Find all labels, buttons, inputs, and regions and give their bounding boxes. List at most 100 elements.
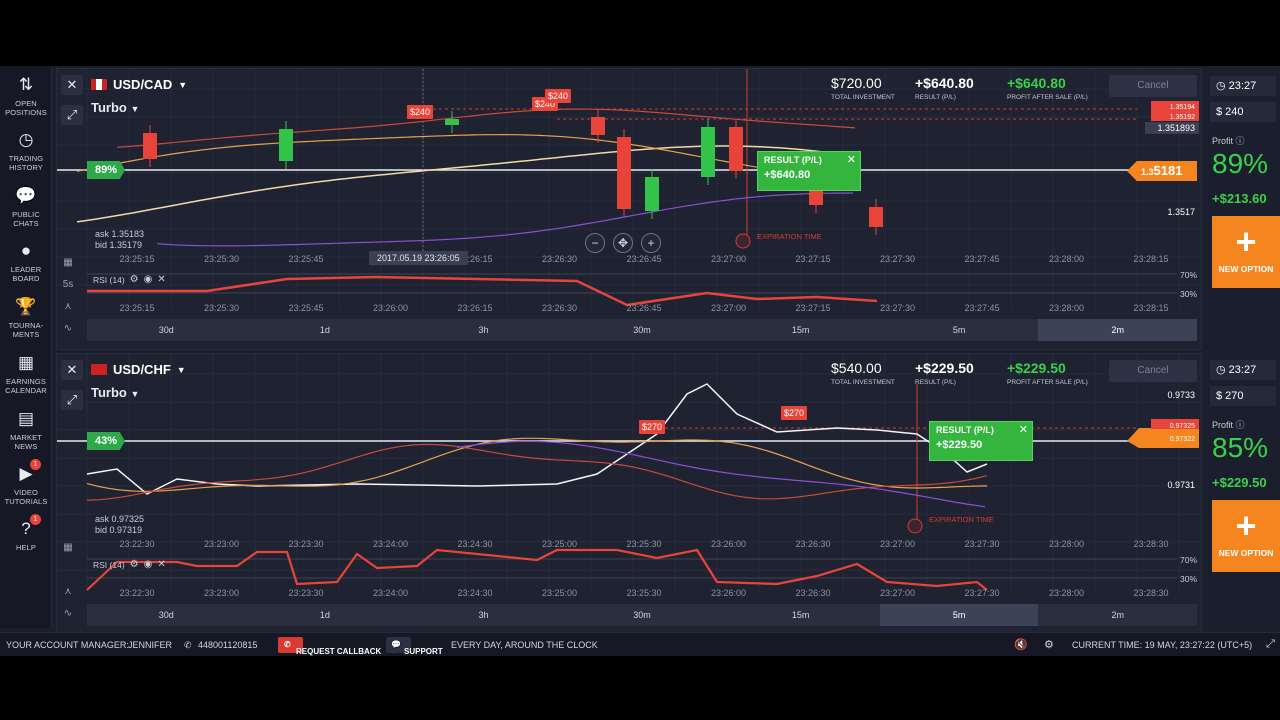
total-investment: $540.00 TOTAL INVESTMENT — [831, 360, 895, 386]
new-option-button[interactable]: + NEW OPTION — [1212, 216, 1280, 288]
timeframe-15m[interactable]: 15m — [791, 610, 810, 620]
zoom-out-button[interactable]: − — [585, 233, 605, 253]
timeframe-5m[interactable]: 5m — [952, 325, 966, 335]
chat-bubbles-icon: 💬 — [15, 186, 37, 205]
drawing-tools-icon[interactable]: ∿ — [63, 608, 73, 619]
drawing-tools-icon[interactable]: ∿ — [63, 323, 73, 334]
footer-bar: YOUR ACCOUNT MANAGER: JENNIFER ✆ 4480011… — [0, 632, 1280, 656]
gear-icon[interactable]: ⚙ — [129, 559, 139, 570]
zoom-in-button[interactable]: + — [641, 233, 661, 253]
notification-badge: 1 — [30, 459, 41, 470]
sidebar-item-trading-history[interactable]: ◷ TRADING HISTORY — [0, 129, 52, 172]
gear-icon[interactable]: ⚙ — [1044, 639, 1054, 651]
price-chart-usdchf[interactable]: $270 $270 0.9733 0.97325 0.97322 0.9731 EXPIRA… — [57, 354, 1202, 635]
time-tick-label: 23:22:30 — [119, 539, 154, 549]
expiry-time-selector[interactable]: ◷ 23:27 — [1210, 76, 1276, 96]
close-icon[interactable]: ✕ — [157, 274, 166, 285]
timeframe-1d[interactable]: 1d — [319, 610, 330, 620]
chart-type-icon[interactable]: ▦ — [63, 257, 73, 268]
investment-input[interactable]: $ 270 — [1210, 386, 1276, 406]
candle-body — [701, 127, 715, 177]
ask-bid-info: ask 1.35183 bid 1.35179 — [95, 229, 144, 251]
sidebar-item-label: VIDEO TUTORIALS — [4, 488, 48, 506]
timeframe-3h[interactable]: 3h — [478, 610, 489, 620]
gear-icon[interactable]: ⚙ — [129, 274, 139, 285]
expiry-time-selector[interactable]: ◷ 23:27 — [1210, 360, 1276, 380]
timeframe-1d[interactable]: 1d — [319, 325, 330, 335]
time-tick-label: 23:24:00 — [373, 588, 408, 598]
price-level-label: 0.97325 — [1170, 423, 1195, 430]
time-tick-label: 23:28:00 — [1049, 303, 1084, 313]
close-icon[interactable]: ✕ — [157, 559, 166, 570]
timeframe-30m[interactable]: 30m — [633, 325, 651, 335]
total-investment-label: TOTAL INVESTMENT — [831, 379, 895, 386]
profit-label-text: Profit — [1212, 136, 1234, 146]
price-level-label: 0.97322 — [1170, 436, 1195, 443]
sidebar-item-tournaments[interactable]: 🏆 TOURNA- MENTS — [0, 296, 52, 339]
investment-input[interactable]: $ 240 — [1210, 102, 1276, 122]
top-black-band — [0, 0, 1280, 66]
result-popup-title: RESULT (P/L) — [764, 155, 822, 165]
new-option-label: NEW OPTION — [1218, 548, 1274, 558]
indicator-icon[interactable]: ⋏ — [64, 586, 72, 597]
time-tick-label: 23:27:00 — [880, 539, 915, 549]
eye-icon[interactable]: ◉ — [143, 559, 153, 570]
option-type-label: Turbo — [91, 100, 127, 115]
eye-icon[interactable]: ◉ — [143, 274, 153, 285]
chart-type-icon[interactable]: ▦ — [63, 542, 73, 553]
sidebar-item-market-news[interactable]: ▤ MARKET NEWS — [0, 408, 52, 451]
zoom-controls: − ✥ + — [585, 233, 661, 253]
sidebar-item-video-tutorials[interactable]: ▶ 1 VIDEO TUTORIALS — [0, 459, 52, 506]
bet-marker-label: $240 — [548, 91, 568, 101]
candle-interval-label[interactable]: 5s — [62, 279, 74, 290]
cancel-button[interactable]: Cancel — [1109, 360, 1197, 382]
close-icon[interactable]: ✕ — [1018, 424, 1028, 436]
option-type-selector[interactable]: Turbo ▼ — [91, 100, 139, 115]
timeframe-2m[interactable]: 2m — [1038, 319, 1198, 341]
time-tick-label: 23:27:45 — [964, 254, 999, 264]
info-icon[interactable]: ⓘ — [1235, 420, 1245, 430]
close-chart-button[interactable]: ✕ — [61, 75, 83, 95]
fullscreen-icon[interactable]: ⤢ — [1266, 638, 1275, 650]
time-tick-label: 23:25:30 — [204, 254, 239, 264]
profit-after-sale-label: PROFIT AFTER SALE (P/L) — [1007, 94, 1088, 101]
asset-selector[interactable]: USD/CAD ▼ — [91, 77, 187, 92]
phone-number[interactable]: 448001120815 — [198, 640, 258, 650]
asset-name: USD/CAD — [113, 77, 173, 92]
request-callback-button[interactable]: ✆ REQUEST CALLBACK — [278, 637, 381, 656]
new-option-button[interactable]: + NEW OPTION — [1212, 500, 1280, 572]
price-chart-usdcad[interactable]: $240$240$2401.351941.351921.3518931.3517… — [57, 69, 1202, 350]
indicator-icon[interactable]: ⋏ — [64, 301, 72, 312]
time-tick-label: 23:25:30 — [626, 588, 661, 598]
sidebar-item-leader-board[interactable]: ● LEADER BOARD — [0, 240, 52, 283]
timeframe-30m[interactable]: 30m — [633, 610, 651, 620]
sidebar-item-help[interactable]: ? 1 HELP — [0, 514, 52, 552]
cancel-button[interactable]: Cancel — [1109, 75, 1197, 97]
support-button[interactable]: 💬 SUPPORT — [386, 637, 443, 656]
time-tick-label: 23:23:30 — [288, 588, 323, 598]
expand-icon[interactable]: ⤢ — [61, 390, 83, 410]
info-icon[interactable]: ⓘ — [1235, 136, 1245, 146]
sound-icon[interactable]: 🔇 — [1014, 639, 1028, 651]
asset-selector[interactable]: USD/CHF ▼ — [91, 362, 186, 377]
timeframe-3h[interactable]: 3h — [478, 325, 489, 335]
timeframe-2m[interactable]: 2m — [1111, 610, 1125, 620]
center-chart-button[interactable]: ✥ — [613, 233, 633, 253]
phone-icon: ✆ — [284, 640, 291, 649]
sidebar-item-label: HELP — [16, 543, 36, 552]
clock-icon: ◷ — [18, 130, 34, 149]
result-pl: +$640.80 RESULT (P/L) — [915, 75, 974, 101]
sidebar-item-public-chats[interactable]: 💬 PUBLIC CHATS — [0, 185, 52, 228]
timeframe-30d[interactable]: 30d — [158, 610, 174, 620]
expand-icon[interactable]: ⤢ — [61, 105, 83, 125]
option-type-selector[interactable]: Turbo ▼ — [91, 385, 139, 400]
timeframe-15m[interactable]: 15m — [791, 325, 810, 335]
time-tick-label: 23:26:30 — [795, 539, 830, 549]
close-icon[interactable]: ✕ — [846, 154, 856, 166]
close-chart-button[interactable]: ✕ — [61, 360, 83, 380]
sidebar-item-open-positions[interactable]: ⇅ OPEN POSITIONS — [0, 74, 52, 117]
ask-price: ask 1.35183 — [95, 229, 145, 239]
timeframe-5m[interactable]: 5m — [879, 604, 1039, 626]
sidebar-item-earnings-calendar[interactable]: ▦ EARNINGS CALENDAR — [0, 352, 52, 395]
timeframe-30d[interactable]: 30d — [158, 325, 174, 335]
